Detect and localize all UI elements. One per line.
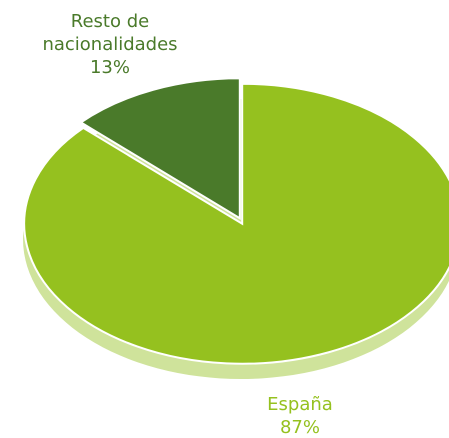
category-label: Resto de nacionalidades bbox=[42, 11, 178, 55]
slice-label: Resto de nacionalidades 13% bbox=[30, 10, 190, 79]
pie-slice bbox=[79, 77, 241, 221]
category-label: España bbox=[267, 394, 333, 415]
value-label: 87% bbox=[279, 417, 320, 438]
pie-slice bbox=[23, 82, 449, 365]
value-label: 13% bbox=[89, 57, 130, 78]
slice-label: España 87% bbox=[200, 393, 400, 438]
